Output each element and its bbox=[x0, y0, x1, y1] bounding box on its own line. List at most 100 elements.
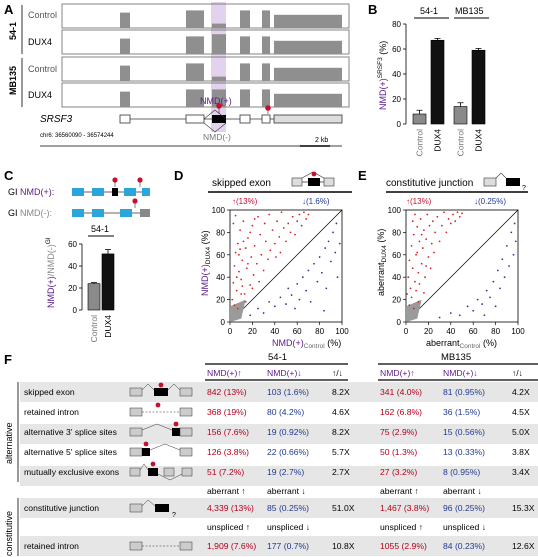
scatter-point bbox=[243, 293, 246, 295]
scatter-point bbox=[294, 233, 296, 236]
scatter-plot: 00 20 20 40 40 60 60 80 80 100 100 bbox=[212, 206, 350, 336]
scatter-point bbox=[240, 293, 243, 295]
bar bbox=[412, 113, 427, 125]
scatter-point bbox=[410, 296, 413, 299]
table-cell: 8 (0.95%) bbox=[443, 467, 481, 477]
diagonal-line bbox=[405, 209, 519, 323]
coverage-peak bbox=[186, 36, 204, 54]
scatter-point bbox=[234, 251, 237, 254]
scatter-point bbox=[260, 253, 263, 256]
table-cell: 75 (2.9%) bbox=[380, 427, 418, 437]
bar bbox=[453, 106, 468, 125]
row-label: retained intron bbox=[24, 541, 79, 551]
track-label-control-1: Control bbox=[28, 10, 57, 20]
scatter-point bbox=[287, 222, 290, 225]
scatter-point bbox=[420, 262, 423, 265]
scatter-point bbox=[298, 298, 301, 301]
table-cell: 10.8X bbox=[332, 541, 355, 551]
skipped-exon-icon bbox=[291, 171, 335, 187]
y-tick-label: 20 bbox=[68, 284, 77, 293]
table-cell: 177 (0.7%) bbox=[267, 541, 310, 551]
table-cell: 81 (0.95%) bbox=[443, 387, 486, 397]
scatter-point bbox=[244, 247, 247, 249]
scatter-point bbox=[434, 231, 437, 234]
scatter-point bbox=[239, 248, 241, 251]
table-cell: 15 (0.56%) bbox=[443, 427, 486, 437]
scatter-point bbox=[443, 211, 445, 214]
scatter-point bbox=[423, 229, 425, 232]
y-tick-label: 40 bbox=[392, 70, 401, 79]
unspliced-up-2: unspliced ↑ bbox=[380, 522, 423, 532]
group-label-mb135: MB135 bbox=[455, 6, 484, 16]
scatter-point bbox=[268, 300, 271, 303]
coverage-peak bbox=[274, 67, 342, 81]
scatter-point bbox=[433, 251, 435, 254]
table-cell: 3.4X bbox=[512, 467, 530, 477]
x-tick-label: 100 bbox=[511, 327, 525, 336]
unchanged-density bbox=[406, 299, 422, 322]
y-tick-label: 20 bbox=[392, 296, 401, 305]
scatter-point bbox=[445, 231, 448, 234]
y-axis-label: NMD(+)DUX4 (%) bbox=[200, 230, 212, 296]
scatter-point bbox=[476, 298, 479, 301]
y-tick-label: 60 bbox=[216, 251, 225, 260]
scatter-point bbox=[291, 215, 294, 218]
error-bar bbox=[416, 109, 423, 114]
table-cell: 12.6X bbox=[512, 541, 535, 551]
scatter-point bbox=[408, 304, 411, 307]
track-label-control-2: Control bbox=[28, 64, 57, 74]
unspliced-down-1: unspliced ↓ bbox=[267, 522, 310, 532]
scatter-point bbox=[458, 314, 461, 317]
scatter-point bbox=[316, 280, 319, 283]
scatter-point bbox=[458, 215, 461, 218]
table-cell: 96 (0.25%) bbox=[443, 503, 486, 513]
scatter-point bbox=[244, 300, 247, 303]
scatter-point bbox=[273, 242, 276, 245]
scatter-point bbox=[410, 244, 413, 247]
scatter-point bbox=[307, 213, 310, 216]
scatter-point bbox=[424, 276, 426, 279]
scatter-point bbox=[279, 251, 282, 254]
table-cell: 103 (1.6%) bbox=[267, 387, 310, 397]
y-axis-label: NMD(+)/NMD(-)GI bbox=[45, 237, 56, 308]
scatter-point bbox=[449, 312, 452, 314]
gi-nmd-minus-label: GI NMD(-): bbox=[8, 208, 52, 218]
table-cell: 84 (0.23%) bbox=[443, 541, 486, 551]
x-tick-label: Control bbox=[89, 315, 99, 343]
scatter-point bbox=[323, 309, 325, 312]
y-axis: 0 20 40 60 bbox=[68, 240, 83, 315]
scatter-point bbox=[335, 222, 338, 225]
scatter-point bbox=[452, 213, 454, 216]
unspliced-up-1: unspliced ↑ bbox=[207, 522, 250, 532]
bar bbox=[101, 253, 115, 311]
panel-b: B 0 20 40 60 80 NMD(+)SRSF3 (%) 54-1 MB135 C… bbox=[368, 2, 489, 156]
scatter-point bbox=[492, 280, 495, 283]
panel-letter: F bbox=[4, 352, 12, 367]
coverage-peak bbox=[212, 34, 226, 54]
col-head-ratio-2: ↑/↓ bbox=[512, 368, 523, 378]
scatter-point bbox=[414, 213, 416, 216]
scatter-point bbox=[512, 253, 515, 256]
scatter-point bbox=[336, 276, 339, 279]
panel-e: E constitutive junction ? ↑(13%) ↓(0.25%… bbox=[358, 168, 528, 350]
scatter-point bbox=[436, 215, 439, 218]
coverage-peak bbox=[120, 65, 130, 81]
scatter-point bbox=[427, 256, 430, 258]
table-cell: 8.2X bbox=[332, 427, 350, 437]
table-cell: 5.7X bbox=[332, 447, 350, 457]
x-tick-label: 0 bbox=[404, 327, 409, 336]
scatter-point bbox=[285, 303, 287, 305]
scatter-point bbox=[508, 265, 510, 267]
bar-series bbox=[412, 37, 486, 125]
coverage-peak bbox=[274, 93, 342, 107]
row-label: alternative 5' splice sites bbox=[24, 447, 117, 457]
aberrant-down-1: aberrant ↓ bbox=[267, 486, 306, 496]
scatter-point bbox=[510, 231, 513, 234]
y-axis-label: NMD(+)SRSF3 (%) bbox=[377, 41, 388, 110]
x-axis-label: NMD(+)Control (%) bbox=[272, 338, 341, 350]
coverage-peak bbox=[274, 40, 342, 54]
row-label: mutually exclusive exons bbox=[24, 467, 120, 477]
col-head-nmd-up-1: NMD(+)↑ bbox=[207, 368, 242, 378]
table-cell: 1055 (2.9%) bbox=[380, 541, 427, 551]
